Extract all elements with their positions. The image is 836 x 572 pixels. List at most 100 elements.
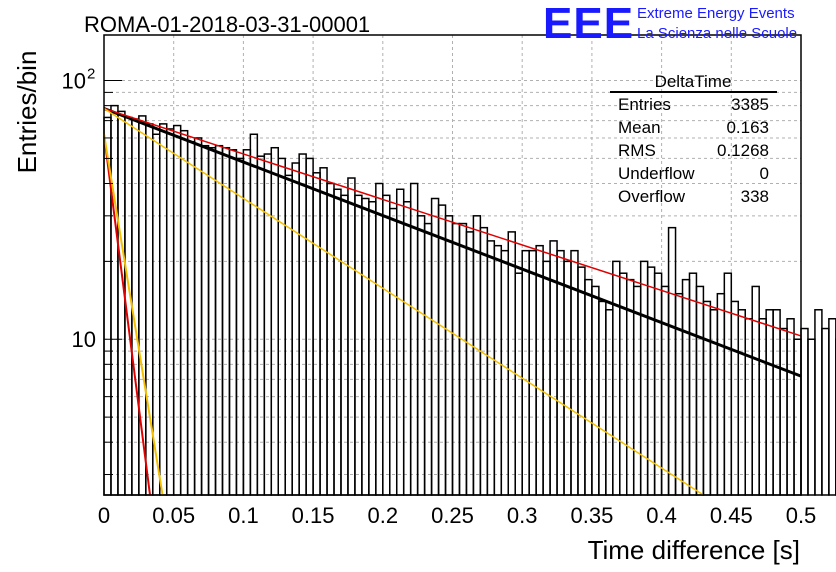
histogram-bin: [528, 249, 537, 496]
histogram-bin: [228, 149, 238, 496]
stats-box: DeltaTime Entries 3385 Mean 0.163 RMS 0.1268 U…: [610, 72, 777, 206]
histogram-bin: [702, 300, 712, 496]
logo-mark: EEE: [543, 0, 634, 48]
histogram-bin: [368, 201, 377, 496]
histogram-bin: [500, 249, 510, 496]
logo-line2: La Scienza nelle Scuole: [637, 25, 797, 42]
histogram-bin: [577, 266, 586, 496]
histogram-bin: [437, 204, 447, 496]
histogram-bin: [249, 133, 259, 496]
y-tick-label: 10: [72, 327, 96, 352]
fit-curve: [103, 134, 151, 496]
stats-row-value: 338: [741, 187, 769, 206]
stats-row-label: Overflow: [618, 187, 686, 206]
eee-logo: EEE Extreme Energy Events La Scienza nel…: [543, 0, 797, 48]
histogram-bin: [312, 172, 321, 496]
histogram-bin: [493, 244, 503, 496]
histogram-bin: [179, 129, 189, 496]
histogram-bin: [263, 153, 273, 496]
stats-row-value: 0.163: [726, 118, 769, 137]
y-tick-exponent: 2: [87, 66, 95, 83]
histogram-bin: [340, 194, 349, 496]
x-tick-label: 0.25: [431, 503, 474, 528]
x-tick-label: 0.15: [292, 503, 335, 528]
x-tick-label: 0.4: [646, 503, 677, 528]
histogram-bin: [172, 124, 182, 496]
histogram-bin: [758, 318, 767, 496]
histogram-bin: [744, 318, 753, 496]
histogram-bin: [632, 285, 642, 496]
histogram-bin: [584, 278, 593, 496]
histogram-bin: [674, 292, 684, 496]
y-axis-label: Entries/bin: [12, 51, 42, 174]
histogram-bin: [828, 318, 836, 496]
histogram-bin: [444, 215, 454, 496]
histogram-bin: [465, 231, 475, 496]
histogram-bin: [814, 309, 823, 496]
histogram-bin: [716, 292, 726, 496]
y-tick-label: 10: [62, 69, 86, 94]
histogram-bin: [786, 318, 795, 496]
stats-row-label: RMS: [618, 141, 656, 160]
histogram-bin: [395, 188, 405, 496]
histogram-bin: [479, 226, 489, 496]
histogram-bin: [765, 309, 774, 496]
histogram-bin: [333, 188, 342, 496]
histogram-bin: [305, 157, 314, 496]
histogram-bin: [605, 309, 614, 496]
histogram-bin: [451, 222, 461, 496]
histogram-bin: [486, 240, 496, 496]
histogram-bin: [347, 177, 356, 496]
histogram-bin: [382, 194, 391, 496]
histogram-bin: [145, 123, 154, 496]
stats-row-value: 0.1268: [717, 141, 769, 160]
histogram-bin: [284, 174, 293, 496]
x-tick-label: 0.05: [152, 503, 195, 528]
histogram-bin: [402, 201, 412, 496]
histogram-bin: [207, 146, 217, 496]
histogram-bin: [507, 231, 516, 496]
x-tick-label: 0.3: [507, 503, 538, 528]
histogram-bin: [612, 260, 621, 496]
axis-ticks: 0 0.05 0.1 0.15 0.2 0.25 0.3 0.35 0.4 0.45 0.5 10 10…: [62, 66, 817, 528]
fit-curve: [103, 107, 704, 496]
stats-row-value: 3385: [731, 95, 769, 114]
histogram-bin: [695, 285, 705, 496]
histogram-bin: [354, 194, 363, 496]
histogram-bin: [709, 309, 719, 496]
histogram-bin: [270, 146, 279, 496]
histogram-bin: [458, 222, 468, 496]
histogram-bin: [430, 197, 440, 496]
histogram-bin: [556, 249, 565, 496]
histogram-bin: [514, 272, 523, 496]
histogram-bin: [751, 285, 760, 496]
histogram-bin: [542, 260, 551, 496]
histogram-bin: [117, 110, 126, 496]
histogram-bin: [653, 272, 663, 496]
histogram-bin: [521, 249, 530, 496]
x-tick-label: 0.2: [368, 503, 399, 528]
histogram-bin: [598, 300, 607, 496]
fit-curves: [103, 107, 802, 496]
histogram-bin: [800, 327, 809, 496]
histogram-bin: [807, 338, 816, 496]
histogram-bin: [660, 285, 670, 496]
histogram-bin: [110, 104, 119, 496]
fit-curve: [103, 107, 802, 378]
histogram-bin: [737, 309, 746, 496]
histogram-bin: [779, 327, 788, 496]
histogram-bin: [221, 146, 231, 496]
histogram-bin: [416, 215, 426, 496]
histogram-bin: [256, 155, 266, 496]
histogram-bin: [291, 162, 300, 496]
histogram-layer: [103, 104, 836, 496]
fit-curve: [103, 134, 164, 496]
histogram-bin: [472, 215, 482, 496]
histogram-bin: [235, 157, 245, 496]
histogram-bin: [319, 167, 328, 496]
histogram-bin: [277, 157, 286, 496]
histogram-bin: [535, 244, 544, 496]
logo-line1: Extreme Energy Events: [637, 5, 795, 22]
histogram-bin: [730, 300, 740, 496]
histogram-bin: [193, 137, 203, 496]
